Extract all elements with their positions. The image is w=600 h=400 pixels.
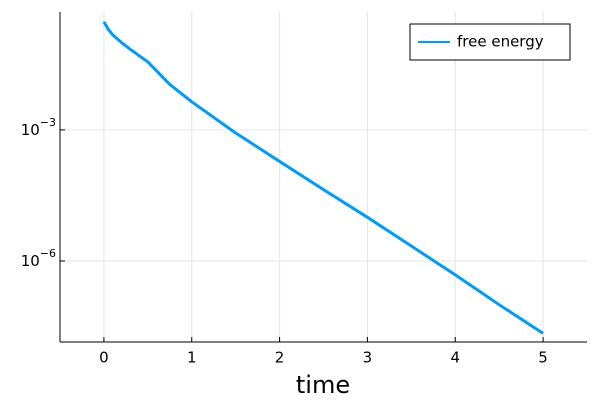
- x-tick-label: 5: [538, 349, 548, 367]
- y-tick-label: 10−6: [21, 247, 56, 270]
- x-tick-label: 1: [187, 349, 197, 367]
- x-tick-label: 2: [275, 349, 285, 367]
- x-tick-label: 4: [450, 349, 460, 367]
- y-tick-label: 10−3: [21, 116, 56, 139]
- x-axis-label: time: [296, 371, 350, 399]
- x-tick-label: 3: [363, 349, 373, 367]
- data-line: [102, 20, 544, 335]
- x-tick-label: 0: [99, 349, 109, 367]
- legend-label: free energy: [457, 33, 544, 51]
